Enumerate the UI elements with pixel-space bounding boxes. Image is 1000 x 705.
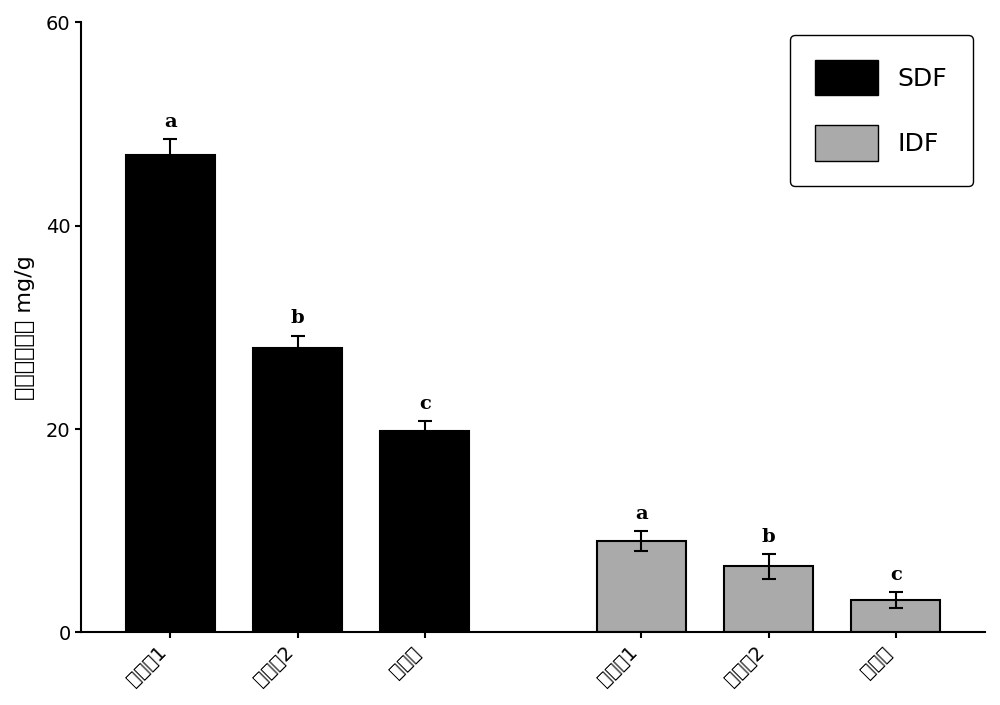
Text: c: c — [890, 565, 902, 584]
Bar — [126, 154, 215, 632]
Legend: SDF, IDF: SDF, IDF — [790, 35, 972, 185]
Bar — [253, 348, 342, 632]
Bar — [380, 431, 469, 632]
Bar — [851, 600, 940, 632]
Bar — [597, 541, 686, 632]
Text: b: b — [291, 309, 304, 328]
Text: b: b — [762, 528, 775, 546]
Text: a: a — [164, 114, 177, 131]
Text: c: c — [419, 395, 431, 413]
Text: a: a — [635, 505, 648, 522]
Y-axis label: 膜食纤维含量 mg/g: 膜食纤维含量 mg/g — [15, 255, 35, 400]
Bar — [724, 566, 813, 632]
